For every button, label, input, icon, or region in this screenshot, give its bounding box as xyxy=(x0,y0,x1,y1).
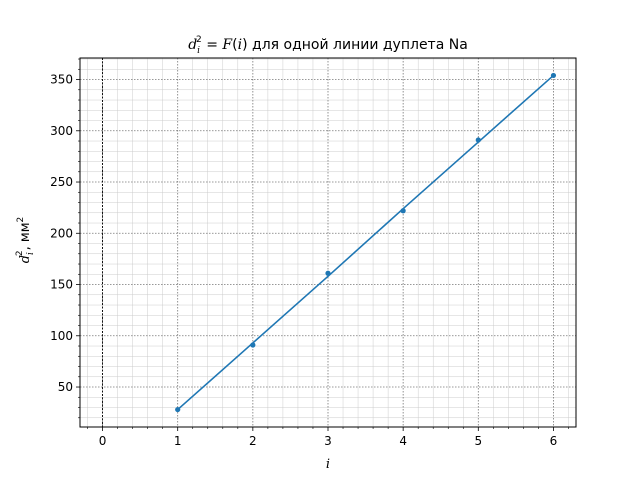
title-eq: = xyxy=(202,37,223,53)
ticks-group xyxy=(76,58,569,431)
major-grid xyxy=(80,58,576,427)
ylabel-d: d xyxy=(18,255,33,263)
x-tick-labels: 0 1 2 3 4 5 6 xyxy=(99,434,558,448)
y-tick-label: 350 xyxy=(50,73,73,87)
title-sub: i xyxy=(197,46,200,56)
x-tick-label: 3 xyxy=(324,434,332,448)
data-point xyxy=(175,406,181,413)
title-d: d xyxy=(188,37,197,53)
y-tick-label: 250 xyxy=(50,175,73,189)
title-sup: 2 xyxy=(196,35,202,45)
series-line xyxy=(177,74,554,411)
x-tick-label: 1 xyxy=(174,434,182,448)
ylabel-sup: 2 xyxy=(15,250,25,256)
series-line-group xyxy=(177,74,554,411)
y-axis-label: di2, мм2 xyxy=(15,217,36,264)
data-point xyxy=(475,137,481,143)
x-tick-label: 0 xyxy=(99,434,107,448)
data-point xyxy=(325,270,331,276)
series-points-group xyxy=(175,72,557,413)
title-F: F xyxy=(221,37,233,53)
x-tick-label: 2 xyxy=(249,434,257,448)
title-rest: для одной линии дуплета Na xyxy=(248,37,468,53)
data-point xyxy=(400,208,406,214)
ylabel-unit: , мм xyxy=(18,222,33,250)
title-close: ) xyxy=(242,37,247,53)
y-tick-label: 200 xyxy=(50,226,73,240)
x-tick-label: 5 xyxy=(474,434,482,448)
ylabel-sub: i xyxy=(26,252,36,255)
x-tick-label: 6 xyxy=(550,434,558,448)
title-i: i xyxy=(238,37,242,53)
ylabel-unit-sup: 2 xyxy=(16,217,26,223)
y-tick-label: 150 xyxy=(50,278,73,292)
x-axis-label: i xyxy=(326,457,330,472)
chart-title: di2 = F(i) для одной линии дуплета Na xyxy=(188,35,468,56)
x-tick-label: 4 xyxy=(399,434,407,448)
y-tick-label: 50 xyxy=(58,380,73,394)
data-point xyxy=(550,72,557,79)
y-tick-label: 100 xyxy=(50,329,73,343)
y-tick-labels: 50 100 150 200 250 300 350 xyxy=(50,73,73,394)
data-point xyxy=(250,342,256,348)
y-tick-label: 300 xyxy=(50,124,73,138)
title-open: ( xyxy=(232,37,237,53)
